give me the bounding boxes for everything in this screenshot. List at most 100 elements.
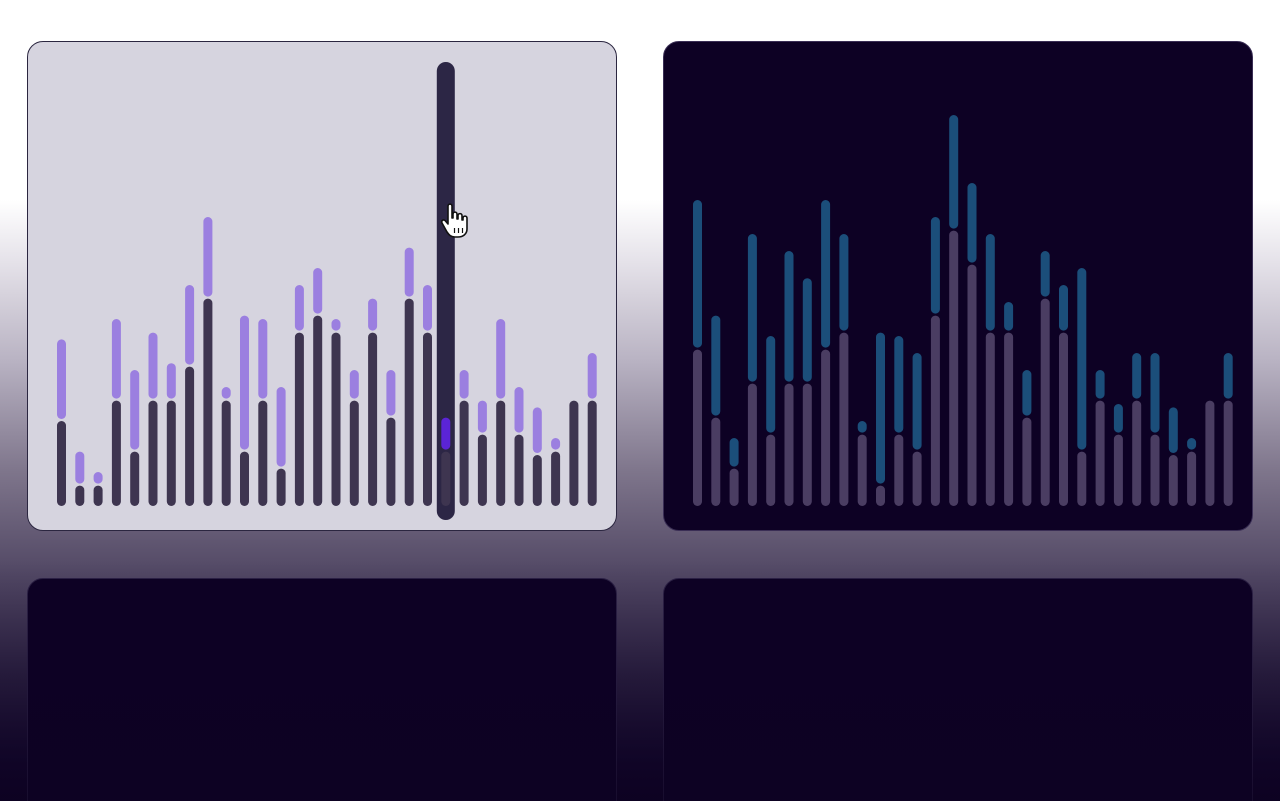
bar-2-2-s1[interactable] [729, 438, 739, 467]
bar-1-13-s1[interactable] [294, 285, 304, 331]
bar-1-6-s1[interactable] [166, 363, 176, 399]
bar-2-19-s1[interactable] [1040, 251, 1050, 297]
bar-2-13-s1[interactable] [930, 217, 940, 314]
bar-1-7-s1[interactable] [185, 285, 195, 365]
bar-1-21-s1[interactable] [441, 417, 451, 450]
bar-2-26-s1[interactable] [1168, 407, 1178, 453]
bar-2-4-s1[interactable] [766, 336, 776, 433]
bar-2-5-s0[interactable] [784, 383, 794, 506]
bar-2-10-s0[interactable] [876, 485, 885, 506]
bar-2-3-s0[interactable] [747, 383, 757, 506]
bar-2-29-s0[interactable] [1223, 400, 1233, 506]
bar-2-3-s1[interactable] [747, 234, 757, 382]
bar-2-24-s0[interactable] [1132, 400, 1142, 506]
bar-2-16-s0[interactable] [985, 332, 995, 506]
bar-2-1-s0[interactable] [711, 417, 721, 506]
bar-2-0-s1[interactable] [693, 200, 702, 348]
bar-2-18-s0[interactable] [1022, 417, 1032, 506]
bar-1-19-s0[interactable] [404, 298, 414, 506]
bar-1-2-s1[interactable] [93, 472, 103, 484]
bar-1-2-s0[interactable] [93, 485, 103, 506]
bar-1-25-s1[interactable] [514, 387, 524, 433]
bar-2-11-s0[interactable] [894, 434, 904, 506]
bar-1-25-s0[interactable] [514, 434, 524, 506]
bar-1-1-s0[interactable] [75, 485, 85, 506]
bar-2-22-s0[interactable] [1095, 400, 1105, 506]
bar-2-17-s1[interactable] [1004, 302, 1014, 331]
bar-2-5-s1[interactable] [784, 251, 794, 382]
bar-1-23-s1[interactable] [477, 400, 487, 433]
bar-1-27-s1[interactable] [551, 438, 561, 450]
bar-1-17-s1[interactable] [368, 298, 378, 331]
bar-1-13-s0[interactable] [294, 332, 304, 506]
bar-2-25-s0[interactable] [1150, 434, 1160, 506]
bar-2-26-s0[interactable] [1168, 455, 1178, 506]
bar-2-19-s0[interactable] [1040, 298, 1050, 506]
bar-2-0-s0[interactable] [693, 349, 702, 506]
bar-1-26-s0[interactable] [532, 455, 542, 506]
bar-2-23-s0[interactable] [1113, 434, 1123, 506]
bar-2-6-s0[interactable] [802, 383, 812, 506]
bar-1-22-s0[interactable] [459, 400, 469, 506]
bar-1-4-s1[interactable] [130, 370, 140, 450]
bar-2-12-s0[interactable] [912, 451, 922, 506]
bar-1-10-s1[interactable] [240, 315, 249, 450]
bar-2-10-s1[interactable] [876, 332, 885, 484]
bar-1-15-s1[interactable] [331, 319, 341, 331]
hover-column-track[interactable] [436, 62, 455, 520]
bar-1-11-s0[interactable] [258, 400, 268, 506]
bar-1-24-s1[interactable] [496, 319, 506, 399]
bar-1-12-s1[interactable] [276, 387, 286, 467]
bar-2-16-s1[interactable] [985, 234, 995, 331]
bar-2-27-s1[interactable] [1187, 438, 1197, 450]
bar-2-15-s0[interactable] [967, 264, 977, 506]
bar-2-11-s1[interactable] [894, 336, 904, 433]
bar-1-14-s0[interactable] [313, 315, 323, 506]
bar-2-7-s0[interactable] [821, 349, 831, 506]
bar-2-22-s1[interactable] [1095, 370, 1105, 399]
bar-2-24-s1[interactable] [1132, 353, 1142, 399]
bar-1-11-s1[interactable] [258, 319, 268, 399]
bar-1-26-s1[interactable] [532, 407, 542, 453]
bar-1-9-s1[interactable] [221, 387, 231, 399]
bar-1-14-s1[interactable] [313, 268, 323, 314]
bar-2-28-s0[interactable] [1205, 400, 1215, 506]
bar-1-22-s1[interactable] [459, 370, 469, 399]
bar-2-7-s1[interactable] [821, 200, 831, 348]
bar-2-21-s1[interactable] [1077, 268, 1087, 450]
bar-2-8-s1[interactable] [839, 234, 849, 331]
bar-2-6-s1[interactable] [802, 278, 812, 382]
bar-1-12-s0[interactable] [276, 468, 286, 506]
bar-2-20-s1[interactable] [1059, 285, 1068, 331]
bar-2-29-s1[interactable] [1223, 353, 1233, 399]
bar-2-1-s1[interactable] [711, 315, 721, 416]
bar-2-12-s1[interactable] [912, 353, 922, 450]
bar-1-18-s1[interactable] [386, 370, 396, 416]
bar-1-5-s1[interactable] [148, 332, 158, 399]
bar-1-5-s0[interactable] [148, 400, 158, 506]
bar-1-1-s1[interactable] [75, 451, 85, 484]
bar-2-23-s1[interactable] [1113, 404, 1123, 433]
bar-1-3-s0[interactable] [111, 400, 121, 506]
bar-2-17-s0[interactable] [1004, 332, 1014, 506]
bar-1-18-s0[interactable] [386, 417, 396, 506]
bar-1-0-s0[interactable] [57, 421, 66, 506]
bar-1-19-s1[interactable] [404, 247, 414, 297]
bar-2-8-s0[interactable] [839, 332, 849, 506]
bar-1-27-s0[interactable] [551, 451, 561, 506]
bar-2-18-s1[interactable] [1022, 370, 1032, 416]
bar-1-29-s1[interactable] [587, 353, 597, 399]
bar-1-3-s1[interactable] [111, 319, 121, 399]
bar-1-8-s0[interactable] [203, 298, 213, 506]
bar-1-0-s1[interactable] [57, 339, 66, 419]
bar-2-27-s0[interactable] [1187, 451, 1197, 506]
bar-2-14-s0[interactable] [949, 230, 959, 506]
bar-1-8-s1[interactable] [203, 217, 213, 297]
bar-1-10-s0[interactable] [240, 451, 249, 506]
bar-2-14-s1[interactable] [949, 115, 959, 229]
bar-2-9-s0[interactable] [857, 434, 867, 506]
bar-1-17-s0[interactable] [368, 332, 378, 506]
bar-2-15-s1[interactable] [967, 183, 977, 263]
bar-1-16-s1[interactable] [349, 370, 359, 399]
bar-1-29-s0[interactable] [587, 400, 597, 506]
